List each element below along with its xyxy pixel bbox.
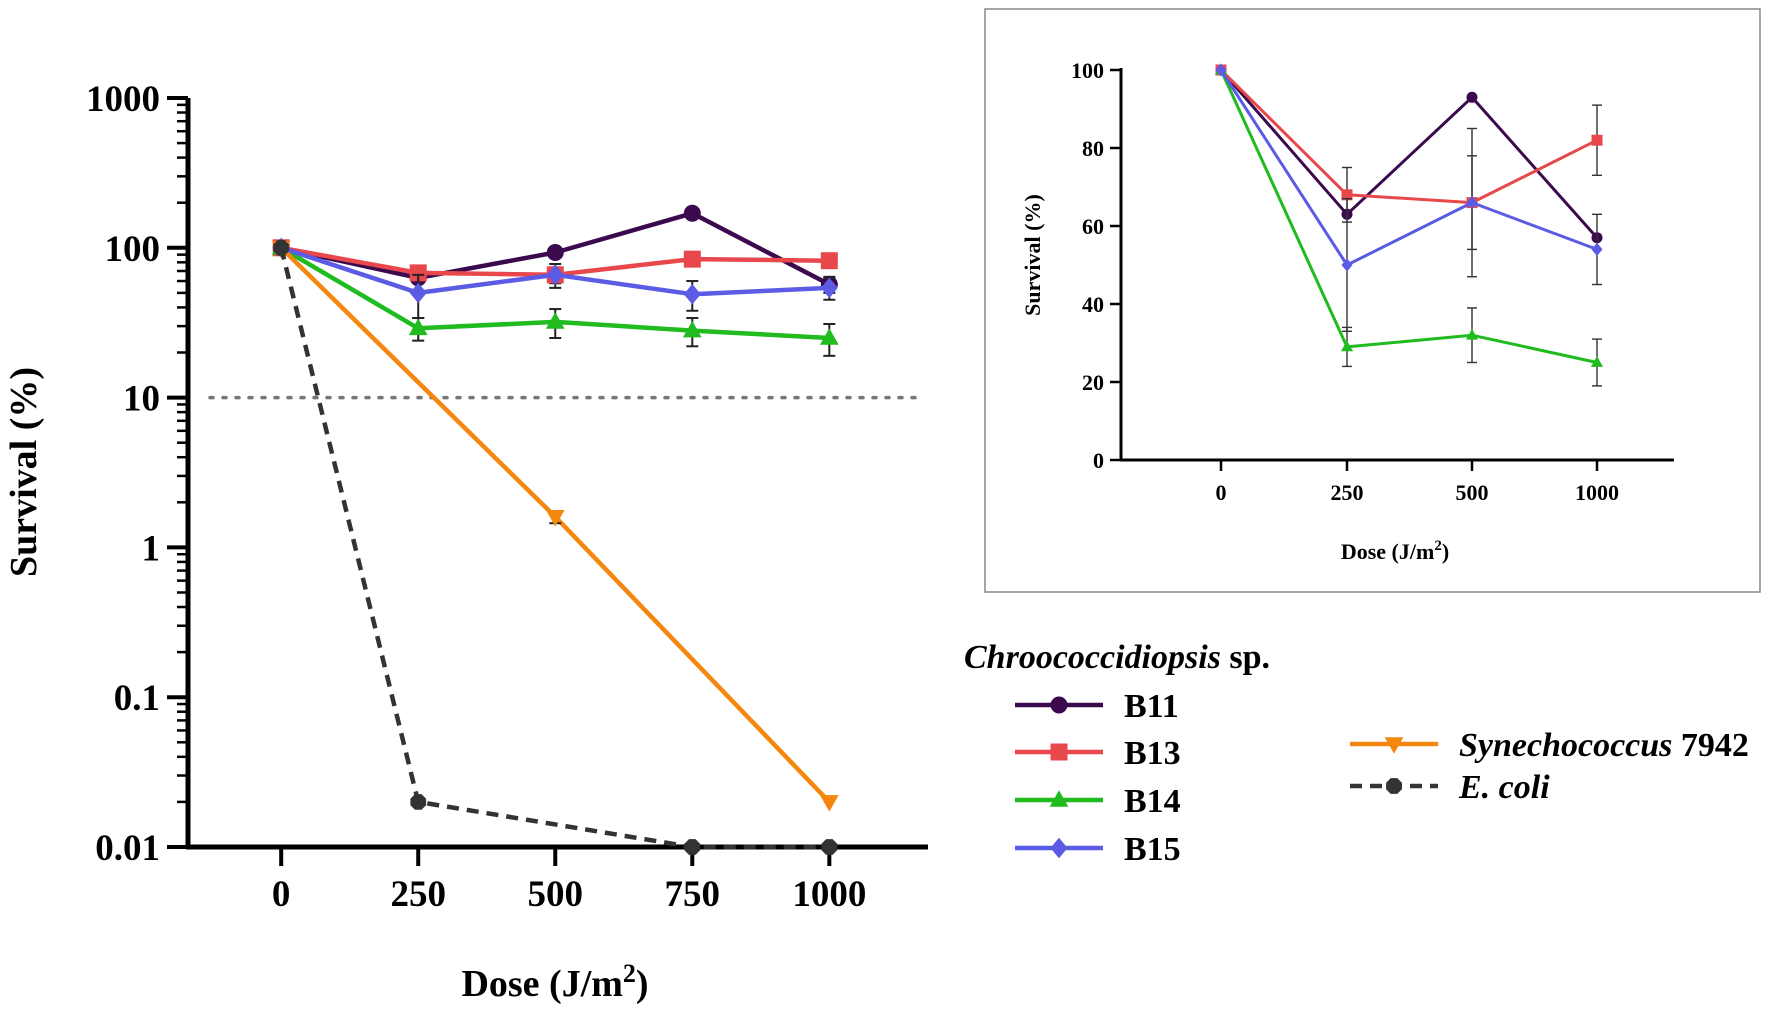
main-point-b15 — [409, 282, 427, 304]
inset-x-tick-label: 250 — [1331, 480, 1364, 505]
main-y-tick-label: 1 — [142, 528, 161, 569]
inset-x-tick-label: 0 — [1216, 480, 1227, 505]
legend-group-title-rest: sp. — [1221, 639, 1270, 676]
main-point-b14 — [408, 318, 428, 336]
inset-point-b14 — [1590, 356, 1604, 367]
inset-point-b15 — [1466, 196, 1478, 210]
legend-label: Synechococcus 7942 — [1459, 727, 1749, 764]
inset-y-tick-label: 20 — [1082, 370, 1104, 395]
legend-marker-swatch — [1049, 790, 1069, 807]
inset-x-axis-title-sup: 2 — [1434, 538, 1442, 554]
main-y-tick-label: 0.01 — [95, 828, 160, 869]
inset-y-tick-label: 60 — [1082, 214, 1104, 239]
inset-point-b14 — [1465, 328, 1479, 340]
legend: Chroococcidiopsis sp. B11 B13 B14 B15 Synech… — [964, 639, 1749, 868]
inset-line-b15 — [1219, 69, 1598, 267]
inset-line-b13 — [1219, 68, 1598, 205]
legend-group-title: Chroococcidiopsis sp. — [964, 639, 1270, 676]
inset-y-tick-label: 80 — [1082, 136, 1104, 161]
main-x-axis-title: Dose (J/m2) — [461, 959, 648, 1005]
main-x-tick-label: 0 — [272, 874, 291, 915]
legend-item-b14: B14 — [1015, 783, 1181, 820]
legend-marker-swatch — [1050, 743, 1068, 761]
legend-marker-swatch — [1050, 696, 1068, 714]
legend-label: B11 — [1124, 688, 1179, 725]
inset-point-b13 — [1591, 134, 1603, 146]
inset-x-tick-label: 500 — [1456, 480, 1489, 505]
main-y-tick-label: 100 — [105, 229, 161, 270]
main-point-b14 — [545, 312, 565, 329]
inset-line-b11 — [1219, 69, 1599, 239]
inset-y-tick-label: 100 — [1071, 58, 1104, 83]
main-y-tick-label: 0.1 — [114, 678, 160, 719]
legend-item-synechococcus-7942: Synechococcus 7942 — [1350, 727, 1749, 764]
main-y-tick-label: 10 — [123, 379, 160, 420]
main-line-e-coli — [279, 247, 830, 850]
legend-marker-swatch — [1050, 837, 1068, 859]
inset-x-axis-title: Dose (J/m2) — [1341, 538, 1449, 564]
inset-y-tick-label: 40 — [1082, 292, 1104, 317]
main-y-tick-label: 1000 — [86, 79, 160, 120]
main-x-tick-label: 500 — [528, 874, 584, 915]
main-point-b15 — [546, 264, 564, 286]
main-point-synechococcus-7942 — [545, 510, 565, 527]
main-point-b14 — [819, 328, 839, 345]
legend-item-b13: B13 — [1015, 735, 1181, 772]
inset-linear-chart: 0 20 40 60 80 100 0 250 500 1000 Survival (%) Do… — [984, 8, 1761, 593]
main-log-chart: 0.01 0.1 1 10 100 1000 0 250 500 750 1000 Surviva… — [3, 79, 928, 1005]
main-point-e-coli — [821, 839, 838, 855]
main-point-b14 — [682, 320, 702, 338]
main-x-axis-title-end: ) — [636, 963, 649, 1005]
main-point-b15 — [820, 277, 838, 299]
inset-x-tick-label: 1000 — [1575, 480, 1619, 505]
inset-x-axis-title-end: ) — [1442, 539, 1449, 564]
inset-x-axis-title-text: Dose (J/m — [1341, 539, 1434, 564]
main-point-synechococcus-7942 — [819, 795, 839, 812]
main-point-b11 — [546, 244, 564, 262]
inset-y-axis-title: Survival (%) — [1020, 194, 1045, 316]
main-x-axis-title-sup: 2 — [623, 959, 636, 988]
main-point-e-coli — [684, 839, 701, 855]
legend-group-title-italic: Chroococcidiopsis — [964, 639, 1221, 676]
legend-marker-swatch — [1384, 737, 1404, 754]
main-x-tick-label: 1000 — [792, 874, 866, 915]
legend-label: B13 — [1124, 735, 1181, 772]
main-point-b13 — [820, 252, 838, 270]
inset-point-b15 — [1591, 242, 1603, 256]
main-point-e-coli — [410, 794, 427, 810]
legend-item-b15: B15 — [1015, 831, 1181, 868]
inset-point-b15 — [1215, 63, 1227, 77]
main-x-tick-label: 250 — [390, 874, 446, 915]
inset-point-b14 — [1340, 340, 1354, 352]
inset-point-b11 — [1466, 91, 1478, 103]
inset-point-b13 — [1341, 189, 1353, 201]
main-point-b11 — [683, 204, 701, 222]
legend-label: B14 — [1124, 783, 1181, 820]
inset-point-b15 — [1341, 258, 1353, 272]
inset-series-b15 — [1215, 63, 1603, 332]
legend-label-italic: Synechococcus — [1459, 727, 1672, 764]
inset-series-b14 — [1214, 63, 1604, 387]
main-y-axis-title: Survival (%) — [3, 367, 45, 577]
main-x-tick-label: 750 — [665, 874, 721, 915]
main-x-axis-title-text: Dose (J/m — [461, 963, 622, 1005]
inset-y-tick-label: 0 — [1093, 448, 1104, 473]
legend-label-italic: E. coli — [1458, 769, 1550, 806]
main-point-b13 — [683, 250, 701, 268]
inset-line-b14 — [1219, 69, 1598, 364]
main-point-b13 — [409, 264, 427, 282]
inset-series-b13 — [1215, 64, 1603, 278]
legend-item-e-coli: E. coli — [1350, 769, 1550, 806]
legend-item-b11: B11 — [1015, 688, 1179, 725]
main-point-e-coli — [273, 239, 289, 256]
main-series-e-coli — [273, 239, 838, 855]
legend-label: E. coli — [1458, 769, 1550, 806]
legend-label-rest: 7942 — [1672, 727, 1749, 764]
inset-frame — [984, 8, 1761, 593]
main-point-b15 — [683, 284, 701, 305]
legend-marker-swatch — [1386, 778, 1402, 794]
legend-label: B15 — [1124, 831, 1181, 868]
